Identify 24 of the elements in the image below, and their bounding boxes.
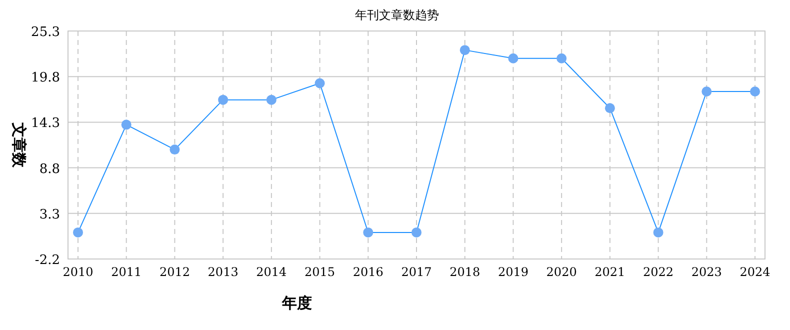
x-tick-label: 2010 (62, 265, 94, 279)
x-tick-label: 2020 (546, 265, 577, 279)
chart-title: 年刊文章数趋势 (355, 8, 439, 22)
y-tick-label: 25.3 (31, 25, 60, 40)
x-axis-title: 年度 (281, 294, 312, 312)
x-tick-label: 2014 (256, 265, 288, 279)
x-tick-label: 2022 (643, 265, 674, 279)
y-tick-label: 19.8 (31, 70, 60, 86)
x-tick-label: 2018 (450, 265, 480, 279)
x-tick-label: 2017 (401, 265, 432, 279)
x-tick-label: 2021 (594, 265, 626, 279)
x-tick-label: 2024 (740, 265, 771, 279)
x-tick-label: 2012 (159, 265, 190, 279)
y-tick-label: 8.8 (39, 162, 60, 177)
y-axis-title: 文章数 (10, 122, 28, 168)
x-tick-label: 2015 (304, 265, 336, 279)
y-tick-label: 3.3 (39, 207, 60, 222)
y-tick-label: 14.3 (31, 116, 60, 132)
x-tick-label: 2016 (352, 265, 384, 279)
x-tick-label: 2019 (498, 265, 528, 279)
x-tick-label: 2013 (208, 265, 238, 279)
y-tick-label: -2.2 (34, 253, 60, 268)
x-tick-label: 2023 (691, 265, 722, 279)
x-tick-label: 2011 (111, 265, 142, 279)
